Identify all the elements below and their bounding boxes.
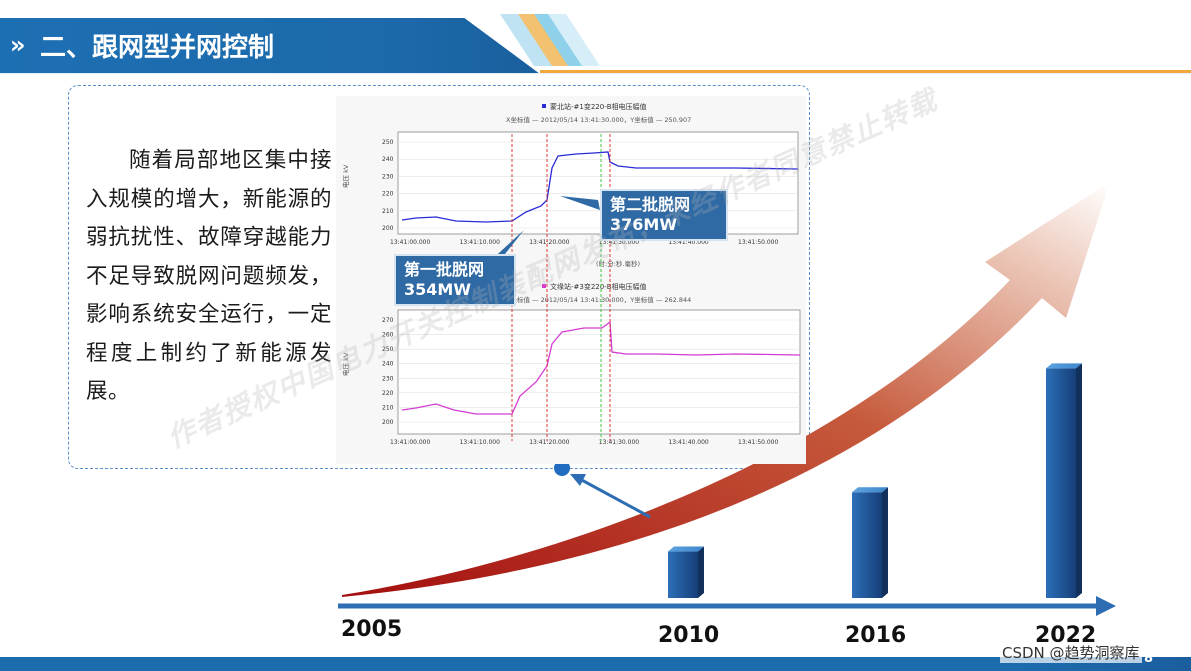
second-callout-value: 376MW: [610, 215, 677, 234]
top-ylabel: 电压 kV: [341, 164, 350, 188]
bottom-ylabel: 电压 kV: [341, 352, 350, 376]
bottom-subtitle: X坐标值 — 2012/05/14 13:41:30.000，Y坐标值 — 26…: [506, 295, 691, 304]
top-xticks-label: 13:41:30.000: [599, 239, 639, 246]
content-panel: [68, 85, 810, 469]
year-label-2016: 2016: [845, 623, 907, 648]
top-xticks-label: 13:41:40.000: [668, 239, 708, 246]
top-xticks-label: 13:41:20.000: [529, 239, 569, 246]
bot-yticks-label: 210: [382, 404, 394, 411]
header-divider: [0, 73, 1191, 74]
bar-top-2016: [852, 487, 888, 493]
pointer-line: [577, 476, 651, 519]
second-tripping-callout: 第二批脱网 376MW: [600, 189, 728, 241]
bot-yticks-label: 240: [382, 361, 394, 368]
bar-2010: [668, 551, 698, 598]
double-chevron-icon: »: [10, 31, 25, 59]
top-legend-swatch: [542, 104, 546, 108]
top-yticks-label: 230: [382, 173, 394, 180]
anchor-dot: [554, 460, 570, 476]
top-yticks-label: 250: [382, 139, 394, 146]
bar-side-2022: [1076, 363, 1082, 598]
voltage-chart-svg: 蒙北站-#1变220-B相电压幅值 X坐标值 — 2012/05/14 13:4…: [336, 96, 806, 464]
timeline-arrowhead: [1096, 596, 1116, 616]
header: » 二、跟网型并网控制: [0, 0, 1191, 74]
first-tripping-callout: 第一批脱网 354MW: [394, 254, 516, 306]
bottom-series-line: [401, 320, 801, 415]
bot-yticks-label: 230: [382, 375, 394, 382]
top-yticks-label: 240: [382, 156, 394, 163]
top-legend: 蒙北站-#1变220-B相电压幅值: [550, 102, 647, 111]
second-callout-title: 第二批脱网: [610, 195, 691, 214]
bottom-plot-area: [397, 309, 801, 435]
bot-yticks-label: 200: [382, 419, 394, 426]
bar-2022: [1046, 368, 1076, 598]
page-title: 二、跟网型并网控制: [40, 33, 275, 63]
top-yticks-label: 200: [382, 225, 394, 232]
bot-yticks-label: 260: [382, 332, 394, 339]
year-label-2005: 2005: [341, 617, 403, 642]
first-callout-title: 第一批脱网: [404, 260, 485, 279]
header-accent-line: [540, 70, 1191, 73]
bot-xticks-label: 13:41:10.000: [460, 439, 500, 446]
top-subtitle: X坐标值 — 2012/05/14 13:41:30.000，Y坐标值 — 25…: [506, 115, 691, 124]
pointer-arrowhead: [570, 474, 586, 486]
source-watermark: CSDN @趋势洞察库: [1000, 642, 1142, 663]
page-number: 8: [1144, 651, 1154, 666]
bot-xticks-label: 13:41:50.000: [738, 439, 778, 446]
first-callout-value: 354MW: [404, 280, 471, 299]
top-xticks-label: 13:41:00.000: [390, 239, 430, 246]
top-xticks-label: 13:41:10.000: [460, 239, 500, 246]
bot-yticks-label: 250: [382, 346, 394, 353]
bot-yticks-label: 220: [382, 390, 394, 397]
bot-xticks-label: 13:41:20.000: [529, 439, 569, 446]
bot-yticks-label: 270: [382, 317, 394, 324]
bar-2016: [852, 492, 882, 598]
bot-xticks-label: 13:41:00.000: [390, 439, 430, 446]
bot-xticks-label: 13:41:40.000: [668, 439, 708, 446]
decorative-stripes: [500, 14, 600, 66]
bar-top-2010: [668, 546, 704, 552]
top-yticks-label: 220: [382, 191, 394, 198]
body-paragraph: 随着局部地区集中接入规模的增大，新能源的弱抗扰性、故障穿越能力不足导致脱网问题频…: [86, 148, 332, 404]
bot-xticks-label: 13:41:30.000: [599, 439, 639, 446]
bar-side-2010: [698, 546, 704, 598]
header-title-bar: [0, 18, 540, 74]
top-plot-area: [397, 131, 799, 235]
bottom-legend-swatch: [542, 284, 546, 288]
callout-2-pointer: [560, 196, 600, 210]
bottom-legend: 文缘站-#3变220-B相电压幅值: [550, 282, 647, 291]
footer-bar: [0, 657, 1191, 671]
voltage-chart-figure: 蒙北站-#1变220-B相电压幅值 X坐标值 — 2012/05/14 13:4…: [336, 96, 806, 464]
bar-top-2022: [1046, 363, 1082, 369]
year-label-2010: 2010: [658, 623, 720, 648]
bar-side-2016: [882, 487, 888, 598]
top-xlabel: (时:分:秒.毫秒): [596, 259, 640, 268]
top-series-line: [401, 151, 799, 223]
top-xticks-label: 13:41:50.000: [738, 239, 778, 246]
top-yticks-label: 210: [382, 208, 394, 215]
